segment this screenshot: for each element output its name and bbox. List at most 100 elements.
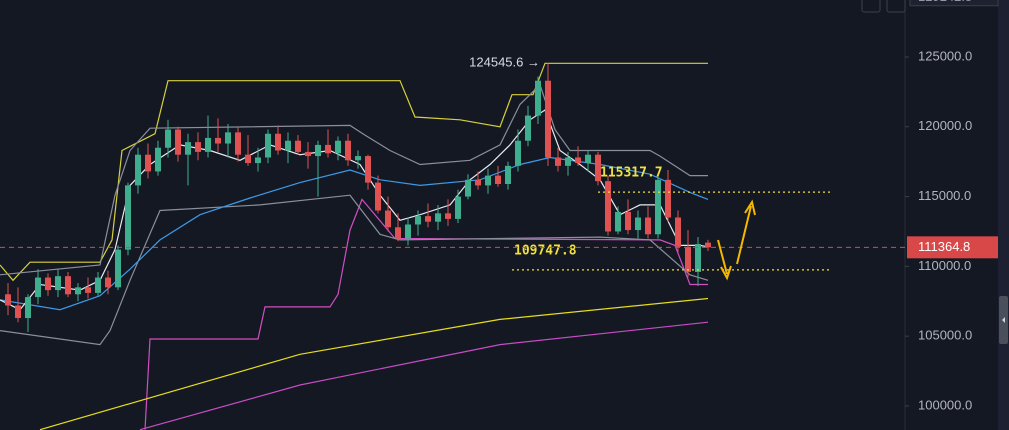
candle-body (255, 157, 261, 164)
candle-body (165, 129, 171, 148)
top-price-box (909, 0, 999, 7)
candle-body (355, 156, 361, 161)
candle-body (595, 154, 601, 182)
candle-body (315, 144, 321, 157)
candle-body (395, 227, 401, 239)
candle-body (295, 140, 301, 152)
candle-body (375, 182, 381, 211)
candle-body (275, 133, 281, 151)
overlay-line (0, 194, 709, 346)
candle-body (445, 213, 451, 219)
candle-body (435, 213, 441, 222)
scroll-arrow (1002, 317, 1005, 323)
candle-body (345, 140, 351, 161)
candle-body (475, 179, 481, 186)
arrow-down (717, 239, 732, 281)
candle-body (695, 244, 701, 272)
candle-body (685, 246, 691, 272)
candle-body (655, 179, 661, 235)
overlay-line (0, 62, 708, 282)
candle-body (85, 287, 91, 293)
candle-body (575, 157, 581, 164)
candle-body (545, 80, 551, 158)
candle-body (485, 175, 491, 186)
candle-body (515, 140, 521, 166)
candle-body (645, 217, 651, 235)
candle-body (55, 276, 61, 291)
candle-body (495, 175, 501, 185)
toolbar-button[interactable] (886, 0, 906, 13)
toolbar-button[interactable] (861, 0, 881, 13)
candle-body (455, 196, 461, 219)
y-tick-label: 115000.0 (918, 188, 971, 203)
candle-body (525, 115, 531, 141)
high-label: 124545.6 → (469, 55, 540, 70)
candle-body (225, 132, 231, 144)
candle-body (95, 277, 101, 293)
candle-body (635, 217, 641, 231)
y-tick-label: 110000.0 (918, 258, 971, 273)
candle-body (605, 181, 611, 232)
candle-body (105, 277, 111, 288)
candle-body (155, 147, 161, 172)
candle-body (25, 297, 31, 319)
candle-body (705, 242, 711, 248)
candle-body (15, 305, 21, 319)
candle-body (555, 157, 561, 166)
candle-body (625, 211, 631, 231)
candle-body (185, 142, 191, 155)
current-price-box (907, 236, 998, 259)
candle-body (125, 185, 131, 250)
candle-body (585, 154, 591, 164)
scrollbar[interactable] (998, 0, 1009, 430)
candle-body (215, 137, 221, 144)
y-tick-label: 100000.0 (918, 397, 972, 412)
candle-body (505, 165, 511, 185)
candle-body (235, 132, 241, 155)
candle-body (175, 129, 181, 155)
candle-body (245, 154, 251, 164)
candle-body (385, 210, 391, 228)
candle-body (365, 156, 371, 183)
candle-body (535, 80, 541, 116)
candle-body (35, 277, 41, 298)
candle-body (65, 276, 71, 295)
candle-body (285, 140, 291, 151)
candle-body (665, 179, 671, 218)
candle-body (5, 294, 11, 306)
overlay-line (0, 83, 708, 276)
candle-body (325, 144, 331, 154)
candle-body (195, 142, 201, 152)
y-tick-label: 125000.0 (918, 48, 972, 63)
candle-body (135, 154, 141, 186)
candle-body (265, 133, 271, 158)
candle-body (115, 249, 121, 288)
candle-body (415, 216, 421, 225)
candle-body (615, 211, 621, 232)
candles (5, 63, 711, 332)
overlay-line (0, 109, 709, 311)
candle-body (305, 151, 311, 157)
candle-body (565, 157, 571, 166)
overlay-line (139, 321, 709, 430)
y-tick-label: 105000.0 (918, 328, 972, 343)
arrow-up (736, 199, 756, 265)
level-label: 115317.7 (600, 166, 663, 181)
candle-body (75, 287, 81, 295)
candle-body (145, 154, 151, 172)
candle-body (425, 216, 431, 222)
top-price-label: 129242.5 (918, 0, 972, 4)
candle-body (675, 217, 681, 247)
candle-body (45, 277, 51, 291)
candle-body (335, 140, 341, 154)
y-tick-label: 120000.0 (918, 118, 972, 133)
candle-body (465, 179, 471, 197)
current-price-label: 111364.8 (918, 239, 970, 254)
annotations: 124545.6 → 115317.7 109747.8 111364.8 129242… (0, 0, 999, 271)
candle-body (405, 224, 411, 239)
overlay-line (39, 297, 709, 430)
candle-body (205, 137, 211, 152)
